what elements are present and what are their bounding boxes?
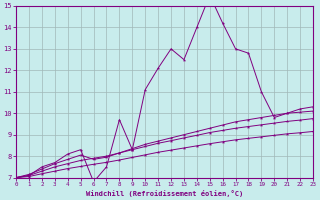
X-axis label: Windchill (Refroidissement éolien,°C): Windchill (Refroidissement éolien,°C)	[86, 190, 243, 197]
